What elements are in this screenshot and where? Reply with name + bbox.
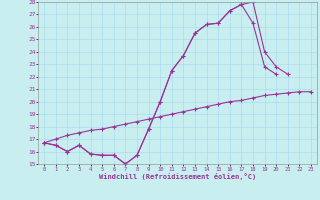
X-axis label: Windchill (Refroidissement éolien,°C): Windchill (Refroidissement éolien,°C)	[99, 173, 256, 180]
